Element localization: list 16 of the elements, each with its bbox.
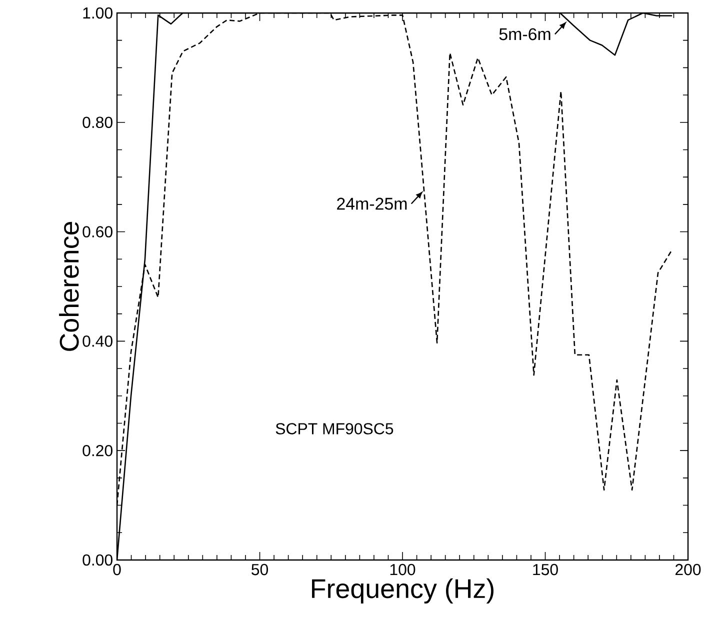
y-axis-title: Coherence <box>59 222 79 351</box>
y-tick-label: 0.00 <box>82 554 112 566</box>
x-axis-title: Frequency (Hz) <box>312 578 494 604</box>
x-tick-label: 200 <box>676 564 701 576</box>
annotation: SCPT MF90SC5 <box>276 423 394 434</box>
annotation: 24m-25m <box>337 198 407 210</box>
x-tick-label: 0 <box>113 564 121 576</box>
x-tick-label: 100 <box>390 564 416 576</box>
y-tick-label: 0.80 <box>82 116 112 128</box>
y-tick-label: 1.00 <box>83 7 112 19</box>
x-tick-label: 150 <box>533 564 558 576</box>
annotation: 5m-6m <box>499 28 550 40</box>
y-tick-label: 0.60 <box>82 226 112 238</box>
x-tick-label: 50 <box>252 564 268 576</box>
y-tick-label: 0.20 <box>82 444 112 456</box>
y-tick-label: 0.40 <box>82 336 112 347</box>
